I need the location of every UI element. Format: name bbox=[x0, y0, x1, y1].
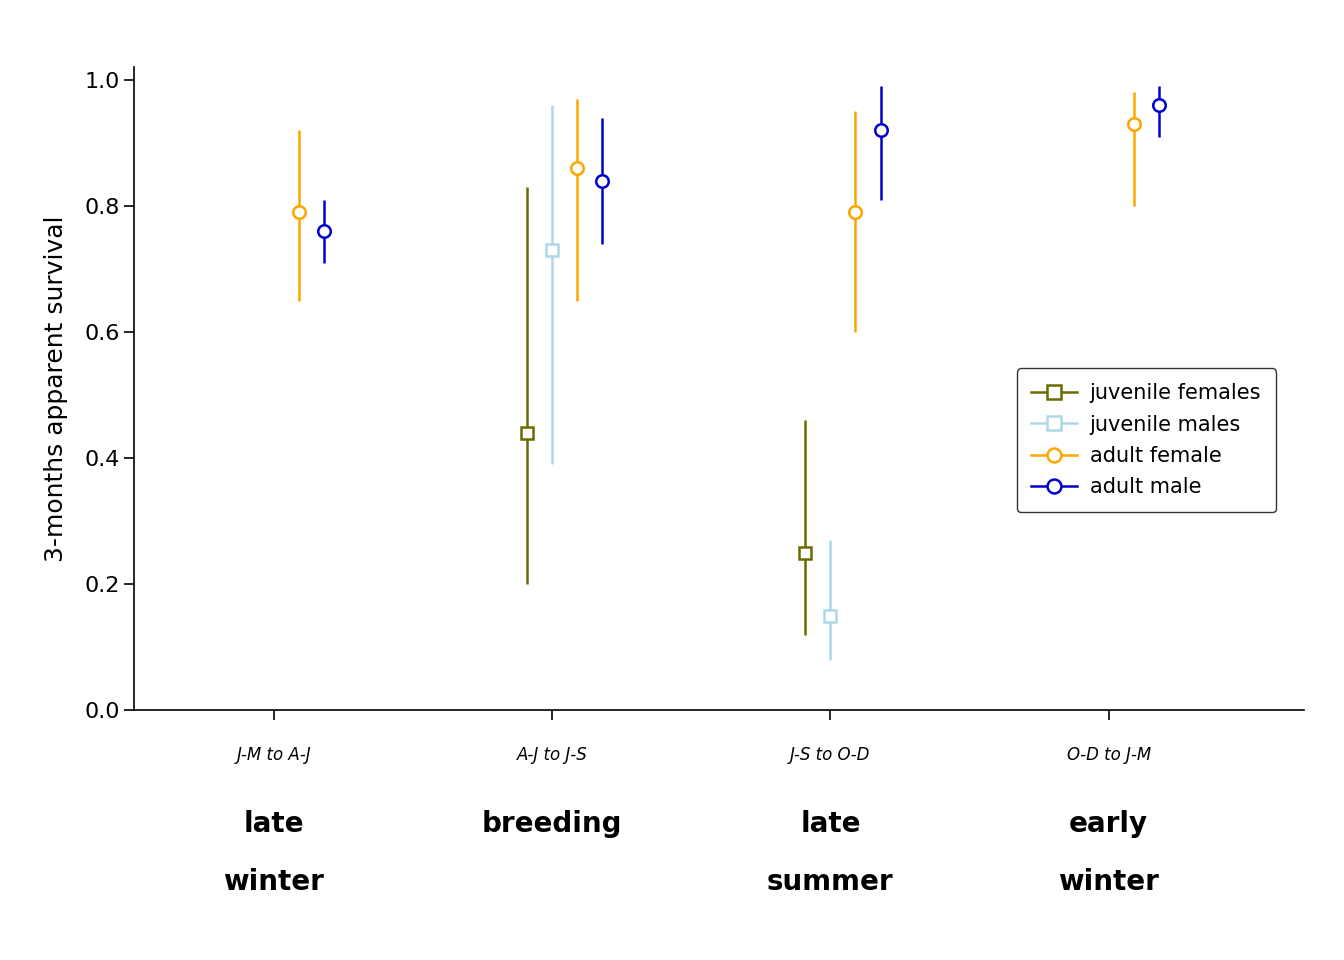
Text: A-J to J-S: A-J to J-S bbox=[516, 746, 587, 764]
Text: J-S to O-D: J-S to O-D bbox=[790, 746, 871, 764]
Y-axis label: 3-months apparent survival: 3-months apparent survival bbox=[43, 216, 67, 562]
Text: winter: winter bbox=[223, 868, 324, 896]
Text: late: late bbox=[800, 810, 860, 838]
Text: summer: summer bbox=[767, 868, 894, 896]
Text: breeding: breeding bbox=[481, 810, 622, 838]
Legend: juvenile females, juvenile males, adult female, adult male: juvenile females, juvenile males, adult … bbox=[1016, 369, 1275, 512]
Text: O-D to J-M: O-D to J-M bbox=[1067, 746, 1150, 764]
Text: J-M to A-J: J-M to A-J bbox=[237, 746, 310, 764]
Text: late: late bbox=[243, 810, 304, 838]
Text: early: early bbox=[1070, 810, 1148, 838]
Text: winter: winter bbox=[1058, 868, 1160, 896]
